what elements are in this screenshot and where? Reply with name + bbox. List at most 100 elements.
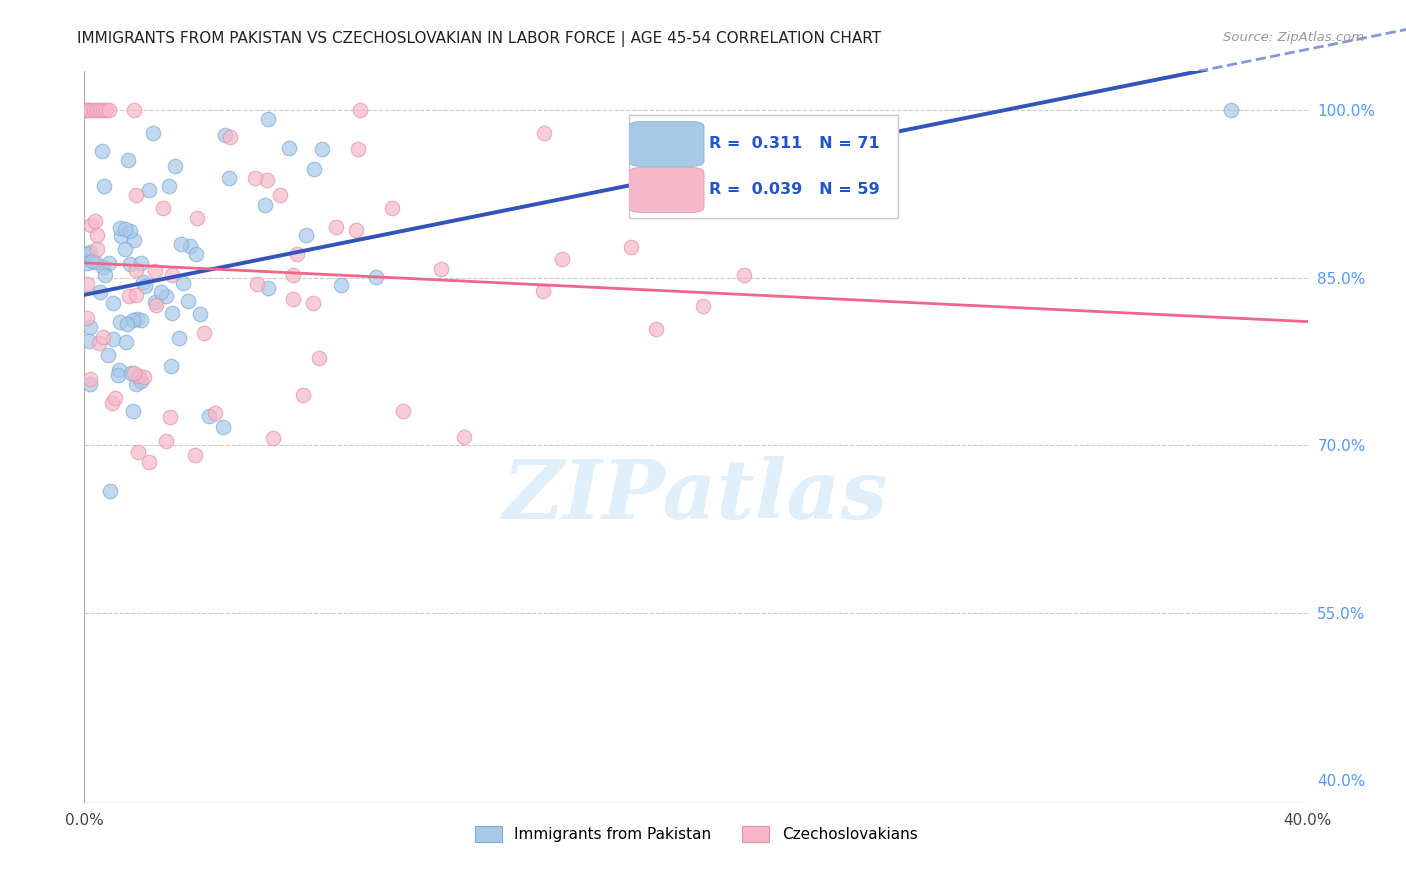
Point [91,103,114,118]
Point [83,103,105,118]
Text: Source: ZipAtlas.com: Source: ZipAtlas.com [1223,31,1364,45]
Point [108,362,131,376]
Point [108,315,131,329]
Point [198,409,221,423]
Point [344,222,367,236]
Point [214,128,236,142]
Point [129,313,152,327]
Point [120,257,142,271]
Point [291,388,314,402]
Point [188,307,211,321]
Point [98,483,121,498]
Point [90,145,112,159]
Point [93,179,115,194]
Point [325,220,347,235]
Point [114,222,136,236]
Point [160,359,183,374]
Point [114,243,136,257]
Point [122,103,145,118]
Point [86,227,108,242]
Point [644,322,666,336]
Point [347,142,370,156]
Point [127,444,149,458]
Point [329,278,352,293]
Point [302,296,325,310]
Point [150,285,173,299]
Point [97,348,120,362]
Point [551,252,574,266]
Point [179,239,201,253]
Point [165,159,187,173]
Point [143,295,166,310]
Point [125,263,148,277]
Point [186,247,208,261]
Point [430,262,453,277]
Point [692,299,714,313]
Point [91,260,114,274]
Point [160,268,183,283]
Point [84,214,107,228]
Point [103,392,125,406]
Point [122,233,145,247]
Point [167,331,190,345]
Point [176,293,198,308]
Point [311,142,333,156]
Point [79,320,101,334]
Point [122,403,145,417]
Point [152,202,174,216]
Point [243,170,266,185]
Point [80,254,103,268]
Point [79,244,101,259]
Point [108,220,131,235]
Point [246,277,269,291]
Point [155,289,177,303]
Point [98,256,121,270]
Point [76,103,98,118]
Point [278,141,301,155]
Text: IMMIGRANTS FROM PAKISTAN VS CZECHOSLOVAKIAN IN LABOR FORCE | AGE 45-54 CORRELATI: IMMIGRANTS FROM PAKISTAN VS CZECHOSLOVAK… [77,31,882,47]
Point [94,268,117,282]
Point [128,369,150,384]
Point [127,370,149,384]
Point [79,103,101,118]
Point [262,431,284,445]
Point [620,240,643,254]
Point [100,396,122,410]
Point [453,430,475,444]
Point [186,211,208,225]
Point [160,306,183,320]
Point [172,276,194,290]
Point [157,179,180,194]
Point [381,201,404,215]
Point [302,162,325,177]
Point [145,298,167,312]
Point [118,289,141,303]
Point [97,103,120,118]
Point [125,377,148,392]
Point [392,404,415,418]
Point [132,275,155,289]
Point [129,256,152,270]
Point [132,370,155,384]
Point [349,103,371,118]
Point [121,313,143,327]
Point [218,171,240,186]
Point [219,130,242,145]
Point [80,218,103,232]
Point [86,103,108,118]
Point [107,368,129,383]
Point [256,173,278,187]
Point [115,335,138,350]
Point [77,334,100,348]
Point [79,376,101,391]
Point [254,198,277,212]
Point [138,184,160,198]
Point [76,277,98,291]
Point [143,264,166,278]
Point [142,126,165,140]
Point [125,187,148,202]
Point [120,366,142,380]
Text: ZIPatlas: ZIPatlas [503,456,889,535]
Point [155,434,177,449]
Point [134,279,156,293]
